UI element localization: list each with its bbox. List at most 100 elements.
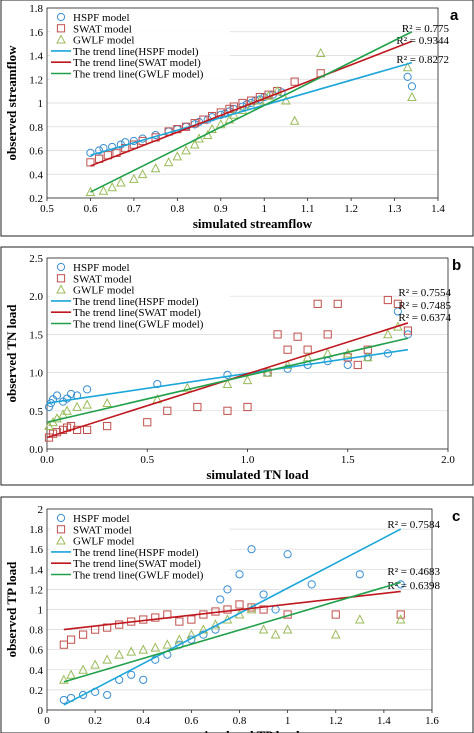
legend-entry: GWLF model [73, 285, 134, 297]
legend-entry: The trend line(SWAT model) [73, 558, 201, 570]
r-squared-label: R² = 0.775 [402, 23, 450, 35]
data-point [66, 669, 76, 679]
legend-marker [56, 525, 66, 534]
x-tick-label: 0.5 [140, 454, 154, 466]
data-point [393, 299, 402, 308]
data-point [270, 629, 281, 639]
data-point [272, 85, 283, 96]
data-point [355, 570, 364, 579]
x-tick-label: 0.6 [185, 715, 199, 727]
data-point [222, 378, 233, 388]
data-point [78, 630, 88, 639]
y-tick-label: 1.4 [29, 51, 43, 63]
data-point [162, 639, 173, 649]
data-point [189, 139, 200, 149]
data-point [383, 295, 392, 305]
y-tick-label: 0.2 [29, 193, 43, 205]
y-axis-title: observed TN load [4, 304, 19, 403]
y-axis-title: observed TP load [4, 561, 19, 658]
data-point [78, 690, 88, 700]
series-square [44, 295, 412, 442]
data-point [107, 182, 117, 192]
data-point [262, 367, 273, 377]
x-tick-label: 1.1 [301, 203, 315, 215]
data-point [247, 545, 256, 554]
legend-entry: The trend line(GWLF model) [73, 319, 204, 331]
trend-line [63, 581, 401, 683]
data-point [98, 185, 109, 195]
data-point [362, 352, 373, 362]
data-point [207, 123, 217, 134]
data-point [115, 620, 124, 629]
data-point [86, 148, 95, 157]
y-tick-label: 1 [38, 98, 44, 110]
legend-entry: The trend line(HSPF model) [73, 296, 199, 308]
data-point [237, 104, 248, 115]
data-point [259, 605, 268, 614]
data-point [127, 670, 136, 679]
x-tick-label: 1 [261, 203, 267, 215]
y-tick-label: 0.8 [29, 122, 43, 134]
data-point [52, 391, 62, 400]
trend-line [63, 590, 401, 631]
data-point [223, 585, 232, 594]
r-squared-label: R² = 0.6398 [387, 580, 440, 592]
legend-entry: SWAT model [73, 524, 132, 536]
y-tick-label: 1.0 [29, 368, 43, 380]
x-tick-label: 1 [285, 715, 291, 727]
data-point [331, 610, 340, 619]
data-point [396, 610, 405, 619]
x-tick-label: 1.2 [329, 715, 343, 727]
data-point [59, 674, 69, 684]
data-point [59, 695, 68, 705]
data-point [143, 418, 152, 427]
r-squared-label: R² = 0.4683 [387, 566, 440, 578]
x-tick-label: 1.0 [241, 454, 255, 466]
data-point [163, 157, 174, 167]
plot-area [46, 257, 449, 450]
data-point [190, 119, 199, 128]
data-point [315, 47, 326, 58]
data-point [282, 624, 293, 634]
legend-entry: The trend line(HSPF model) [73, 547, 199, 559]
panel-b: 0.0 0.5 1.0 1.5 2.0 2.5 0.0 0.5 1.0 1.5 2.0 simulat… [0, 246, 474, 486]
x-tick-label: 1.4 [431, 203, 445, 215]
y-tick-label: 0.4 [29, 169, 43, 181]
data-point [216, 595, 225, 604]
data-point [114, 649, 125, 659]
y-tick-label: 0.8 [29, 625, 43, 637]
y-tick-label: 1.2 [29, 584, 43, 596]
data-point [313, 299, 322, 308]
y-tick-label: 0.6 [29, 146, 43, 158]
legend-background [50, 10, 230, 84]
legend-marker [56, 262, 66, 272]
data-point [151, 613, 160, 622]
legend-entry: SWAT model [73, 23, 132, 35]
data-point [221, 109, 230, 118]
data-point [403, 72, 412, 81]
x-tick-label: 0.6 [84, 203, 98, 215]
x-tick-label: 0.4 [136, 715, 150, 727]
legend-entry: GWLF model [73, 35, 134, 47]
data-point [90, 659, 100, 669]
x-tick-label: 1.4 [377, 715, 391, 727]
data-point [102, 654, 112, 664]
x-tick-label: 1.5 [341, 454, 355, 466]
panel-c: 0 0.2 0.4 0.6 0.8 1 1.2 1.4 1.6 1.8 2 0 0.2 0.4 0.6 0.8… [0, 496, 474, 733]
trend-line [63, 528, 402, 706]
data-point [150, 163, 161, 173]
x-tick-label: 0.7 [127, 203, 141, 215]
r-squared-label: R² = 0.6374 [398, 312, 451, 324]
legend-background [50, 260, 230, 334]
data-point [172, 151, 183, 161]
data-point [59, 640, 68, 649]
trend-line [46, 337, 409, 424]
x-tick-label: 1.3 [388, 203, 402, 215]
data-point [181, 145, 191, 155]
y-tick-label: 0.4 [29, 665, 43, 677]
data-point [66, 389, 76, 399]
legend-entry: The trend line(GWLF model) [73, 69, 204, 81]
x-tick-label: 0.0 [40, 454, 54, 466]
